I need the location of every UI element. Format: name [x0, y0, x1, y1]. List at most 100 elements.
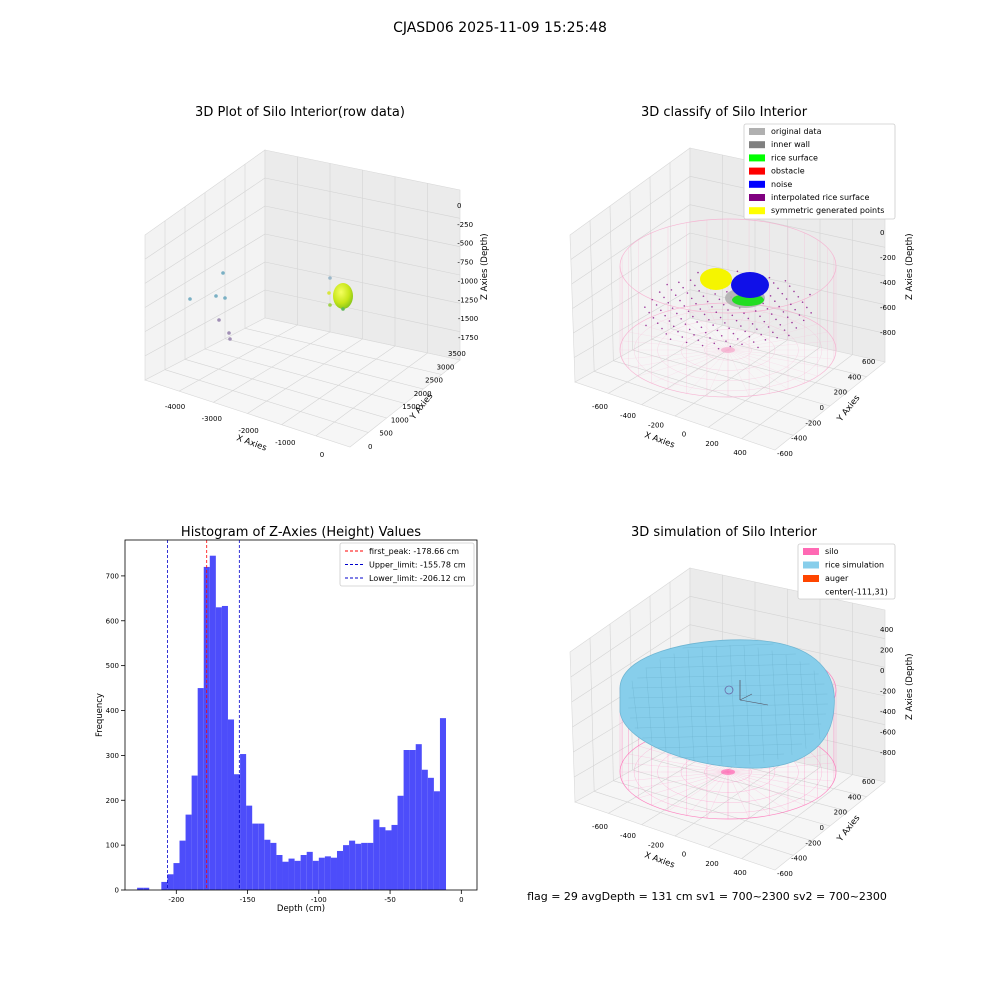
interpolated-point	[667, 301, 670, 304]
silo-wireframe	[619, 218, 837, 398]
raw-3d-plot: 3D Plot of Silo Interior(row data) -4000…	[144, 105, 490, 459]
interpolated-point	[775, 318, 777, 321]
raw-point	[227, 331, 231, 335]
interpolated-point	[781, 292, 784, 295]
histogram-bars	[137, 555, 447, 890]
x-tick-label: 400	[733, 869, 746, 877]
interpolated-point	[712, 324, 714, 326]
histogram-bar	[433, 791, 440, 890]
y-tick-label: 0	[820, 404, 824, 412]
mesh-line	[771, 650, 779, 760]
raw-z-axis-label: Z Axies (Depth)	[480, 233, 490, 300]
interpolated-point	[718, 298, 721, 301]
silo-floor-spoke	[727, 771, 828, 791]
histogram-bar	[246, 805, 253, 890]
grid-line	[689, 289, 886, 334]
interpolated-point	[777, 287, 779, 290]
interpolated-point	[648, 311, 650, 314]
interpolated-point	[692, 315, 694, 318]
simulation-z-axis-label: Z Axies (Depth)	[905, 653, 915, 720]
legend-swatch	[803, 561, 819, 569]
histogram-bar	[221, 605, 228, 890]
silo-floor-spoke	[727, 323, 818, 351]
interpolated-point	[729, 345, 732, 348]
x-tick-label: 0	[320, 451, 324, 459]
histogram-bar	[324, 856, 331, 890]
silo-floor-spoke	[622, 771, 729, 782]
mesh-line	[682, 643, 774, 649]
interpolated-point	[720, 334, 723, 337]
raw-point	[223, 296, 227, 300]
histogram-bar	[427, 777, 434, 890]
interpolated-point	[722, 303, 725, 306]
histogram-bar	[197, 688, 204, 890]
raw-3d-plot-title: 3D Plot of Silo Interior(row data)	[195, 105, 405, 120]
interpolated-point	[681, 336, 684, 338]
interpolated-point	[769, 295, 772, 297]
raw-point	[327, 291, 331, 295]
interpolated-point	[711, 306, 713, 308]
y-tick-label: -200	[805, 839, 821, 847]
z-tick-label: -200	[880, 254, 896, 262]
interpolated-point	[785, 298, 788, 300]
interpolated-point	[774, 300, 776, 303]
y-tick-label: 500	[106, 662, 119, 670]
z-tick-label: -250	[457, 221, 473, 229]
silo-floor-spoke	[727, 331, 828, 351]
classify-x-axis-label: X Axies	[643, 430, 676, 450]
histogram-bar	[288, 858, 295, 890]
z-tick-label: -600	[880, 729, 896, 737]
interpolated-point	[727, 309, 729, 311]
silo-floor-spoke	[628, 349, 729, 369]
interpolated-point	[674, 294, 677, 297]
interpolated-point	[687, 310, 690, 313]
histogram-title: Histogram of Z-Axies (Height) Values	[181, 525, 421, 540]
interpolated-point	[731, 314, 734, 317]
silo-floor-spoke	[727, 310, 789, 351]
interpolated-point	[684, 323, 687, 325]
histogram-bar	[215, 607, 222, 890]
interpolated-point	[747, 317, 750, 320]
silo-floor-spoke	[727, 349, 789, 390]
legend-swatch	[749, 141, 765, 149]
x-tick-label: -1000	[275, 439, 295, 447]
interpolated-point	[783, 329, 786, 331]
x-tick-label: -600	[592, 823, 608, 831]
interpolated-point	[743, 312, 745, 314]
histogram-y-axis-label: Frequency	[95, 693, 105, 737]
silo-floor-spoke	[628, 331, 729, 351]
silo-floor-spoke	[727, 771, 834, 782]
interpolated-point	[689, 279, 692, 281]
y-tick-label: 1500	[402, 403, 420, 411]
histogram-bar	[300, 855, 307, 890]
silo-floor-center	[721, 347, 735, 353]
interpolated-point	[685, 341, 688, 344]
y-tick-label: 200	[834, 809, 847, 817]
histogram-bar	[306, 851, 313, 890]
interpolated-point	[716, 329, 719, 332]
legend-entries: first_peak: -178.66 cm Upper_limit: -155.…	[345, 547, 466, 583]
interpolated-point	[679, 299, 681, 302]
grid-line	[574, 289, 691, 358]
silo-floor-spoke	[638, 745, 729, 773]
mesh-line	[659, 659, 667, 751]
x-tick-label: -200	[648, 841, 664, 849]
z-tick-label: 200	[880, 647, 893, 655]
interpolated-point	[715, 311, 718, 314]
legend-label: rice simulation	[825, 561, 884, 570]
z-tick-label: -400	[880, 279, 896, 287]
x-tick-label: -200	[168, 896, 184, 904]
mesh-line	[671, 753, 785, 759]
histogram-x-axis-label: Depth (cm)	[277, 904, 325, 914]
interpolated-point	[767, 326, 770, 328]
interpolated-point	[652, 317, 655, 319]
mesh-line	[642, 733, 814, 739]
classify-legend: original data inner wall rice surface obsta…	[743, 123, 896, 220]
histogram-legend: first_peak: -178.66 cm Upper_limit: -155.…	[339, 542, 475, 587]
histogram-bar	[185, 814, 192, 890]
mesh-line	[628, 703, 828, 709]
silo-floor-spoke	[667, 310, 729, 351]
interpolated-point	[697, 339, 700, 341]
